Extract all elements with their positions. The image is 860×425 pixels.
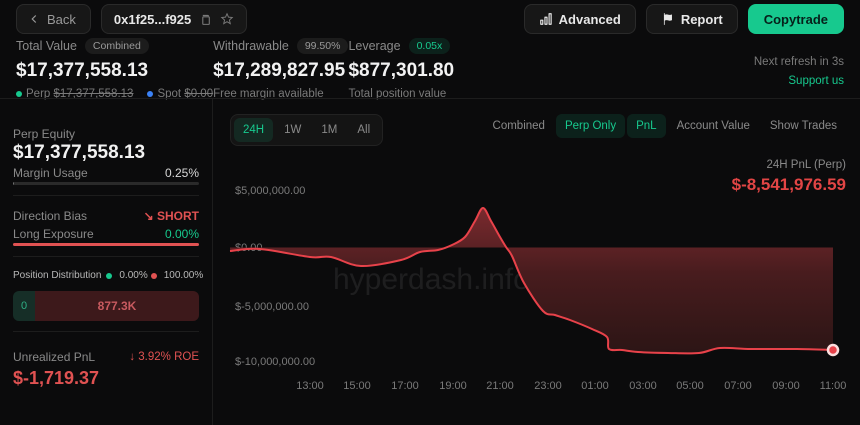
svg-text:$-5,000,000.00: $-5,000,000.00 [235, 301, 309, 313]
svg-text:hyperdash.info: hyperdash.info [333, 263, 530, 296]
svg-text:15:00: 15:00 [343, 380, 371, 392]
svg-text:21:00: 21:00 [486, 380, 514, 392]
svg-text:$5,000,000.00: $5,000,000.00 [235, 185, 305, 197]
svg-text:01:00: 01:00 [581, 380, 609, 392]
svg-text:11:00: 11:00 [820, 380, 847, 392]
svg-text:09:00: 09:00 [772, 380, 800, 392]
svg-text:07:00: 07:00 [724, 380, 752, 392]
svg-text:19:00: 19:00 [439, 380, 467, 392]
svg-text:$-10,000,000.00: $-10,000,000.00 [235, 356, 315, 368]
svg-text:03:00: 03:00 [629, 380, 657, 392]
svg-text:17:00: 17:00 [391, 380, 419, 392]
svg-text:23:00: 23:00 [534, 380, 562, 392]
svg-text:13:00: 13:00 [296, 380, 324, 392]
svg-text:05:00: 05:00 [676, 380, 704, 392]
